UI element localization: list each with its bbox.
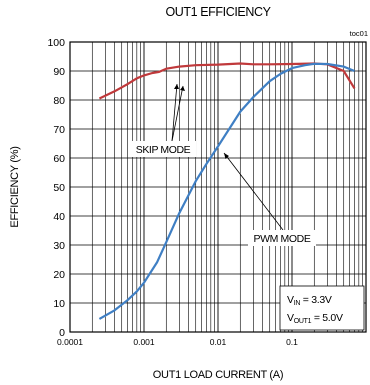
x-tick-label: 0.01 <box>210 337 227 347</box>
skip-mode-label: SKIP MODE <box>136 144 191 156</box>
y-tick-label: 60 <box>53 153 65 165</box>
tick-labels: 0 10 20 30 40 50 60 70 80 90 100 0.0001 0.001 0.01 0.1 <box>47 37 298 347</box>
plot-frame <box>69 41 367 333</box>
series-layer <box>98 62 356 320</box>
y-tick-label: 40 <box>53 211 65 223</box>
x-axis-label: OUT1 LOAD CURRENT (A) <box>153 369 283 381</box>
x-tick-label: 0.1 <box>286 337 298 347</box>
y-tick-label: 0 <box>59 327 65 339</box>
x-tick-label: 0.0001 <box>57 337 83 347</box>
series-line-pwm-mode <box>98 62 355 320</box>
corner-label: toc01 <box>350 29 368 38</box>
y-tick-label: 50 <box>53 182 65 194</box>
y-tick-label: 20 <box>53 269 65 281</box>
pwm-mode-label: PWM MODE <box>254 233 311 245</box>
y-tick-label: 10 <box>53 298 65 310</box>
y-tick-label: 70 <box>53 124 65 136</box>
plot-grid <box>70 41 366 333</box>
pwm-mode-annotation: PWM MODE <box>223 152 316 246</box>
y-tick-label: 90 <box>53 66 65 78</box>
chart-title: OUT1 EFFICIENCY <box>165 5 271 19</box>
series-line-skip-mode <box>98 62 356 100</box>
x-tick-label: 0.001 <box>133 337 155 347</box>
y-tick-label: 80 <box>53 95 65 107</box>
conditions-box: VIN = 3.3V VOUT1 = 5.0V <box>279 285 365 331</box>
skip-mode-annotation: SKIP MODE <box>130 83 196 157</box>
condition-vout1: VOUT1 = 5.0V <box>287 312 343 325</box>
y-axis-label: EFFICIENCY (%) <box>9 146 21 227</box>
y-tick-label: 100 <box>47 37 65 49</box>
condition-vin: VIN = 3.3V <box>287 294 332 307</box>
y-tick-label: 30 <box>53 240 65 252</box>
